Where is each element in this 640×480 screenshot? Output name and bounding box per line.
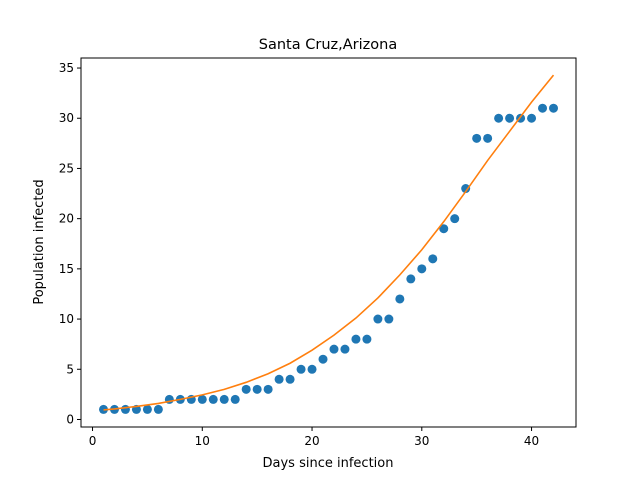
- data-point: [384, 314, 394, 324]
- data-point: [197, 394, 207, 404]
- data-point: [439, 224, 449, 234]
- data-point: [428, 254, 438, 264]
- data-point: [153, 404, 163, 414]
- fit-line: [103, 74, 555, 411]
- data-point: [527, 113, 537, 123]
- y-tick-label: 35: [59, 61, 74, 75]
- data-point: [307, 364, 317, 374]
- y-tick-label: 5: [66, 362, 74, 376]
- data-point: [549, 103, 558, 113]
- plot-area: [99, 74, 558, 414]
- data-point: [208, 394, 218, 404]
- data-point: [417, 264, 427, 274]
- y-axis: 0 5 10 15 20 25 30 35: [59, 61, 81, 426]
- x-tick-label: 20: [304, 434, 319, 448]
- data-point: [406, 274, 416, 284]
- data-point: [483, 133, 493, 143]
- y-tick-label: 0: [66, 412, 74, 426]
- data-point: [120, 404, 130, 414]
- data-point: [296, 364, 306, 374]
- x-tick-label: 0: [89, 434, 97, 448]
- data-point: [252, 384, 262, 394]
- data-point: [230, 394, 240, 404]
- data-point: [395, 294, 405, 304]
- data-point: [450, 214, 460, 224]
- y-tick-label: 20: [59, 212, 74, 226]
- data-point: [274, 374, 284, 384]
- data-point: [362, 334, 372, 344]
- data-point: [494, 113, 504, 123]
- y-tick-label: 10: [59, 312, 74, 326]
- y-tick-label: 30: [59, 111, 74, 125]
- data-point: [373, 314, 383, 324]
- data-point: [472, 133, 482, 143]
- data-point: [505, 113, 515, 123]
- chart-title: Santa Cruz,Arizona: [259, 37, 397, 53]
- x-axis: 0 10 20 30 40: [89, 427, 539, 448]
- y-tick-label: 25: [59, 161, 74, 175]
- data-point: [263, 384, 273, 394]
- x-tick-label: 40: [524, 434, 539, 448]
- y-axis-label: Population infected: [32, 179, 47, 304]
- data-point: [461, 184, 471, 194]
- x-tick-label: 10: [195, 434, 210, 448]
- data-point: [340, 344, 350, 354]
- x-axis-label: Days since infection: [263, 456, 394, 471]
- data-point: [351, 334, 361, 344]
- data-point: [142, 404, 152, 414]
- data-point: [285, 374, 295, 384]
- data-point: [241, 384, 251, 394]
- axes-frame: [80, 57, 577, 428]
- data-point: [538, 103, 548, 113]
- y-tick-label: 15: [59, 262, 74, 276]
- data-point: [219, 394, 229, 404]
- data-point: [318, 354, 328, 364]
- data-point: [329, 344, 339, 354]
- x-tick-label: 30: [414, 434, 429, 448]
